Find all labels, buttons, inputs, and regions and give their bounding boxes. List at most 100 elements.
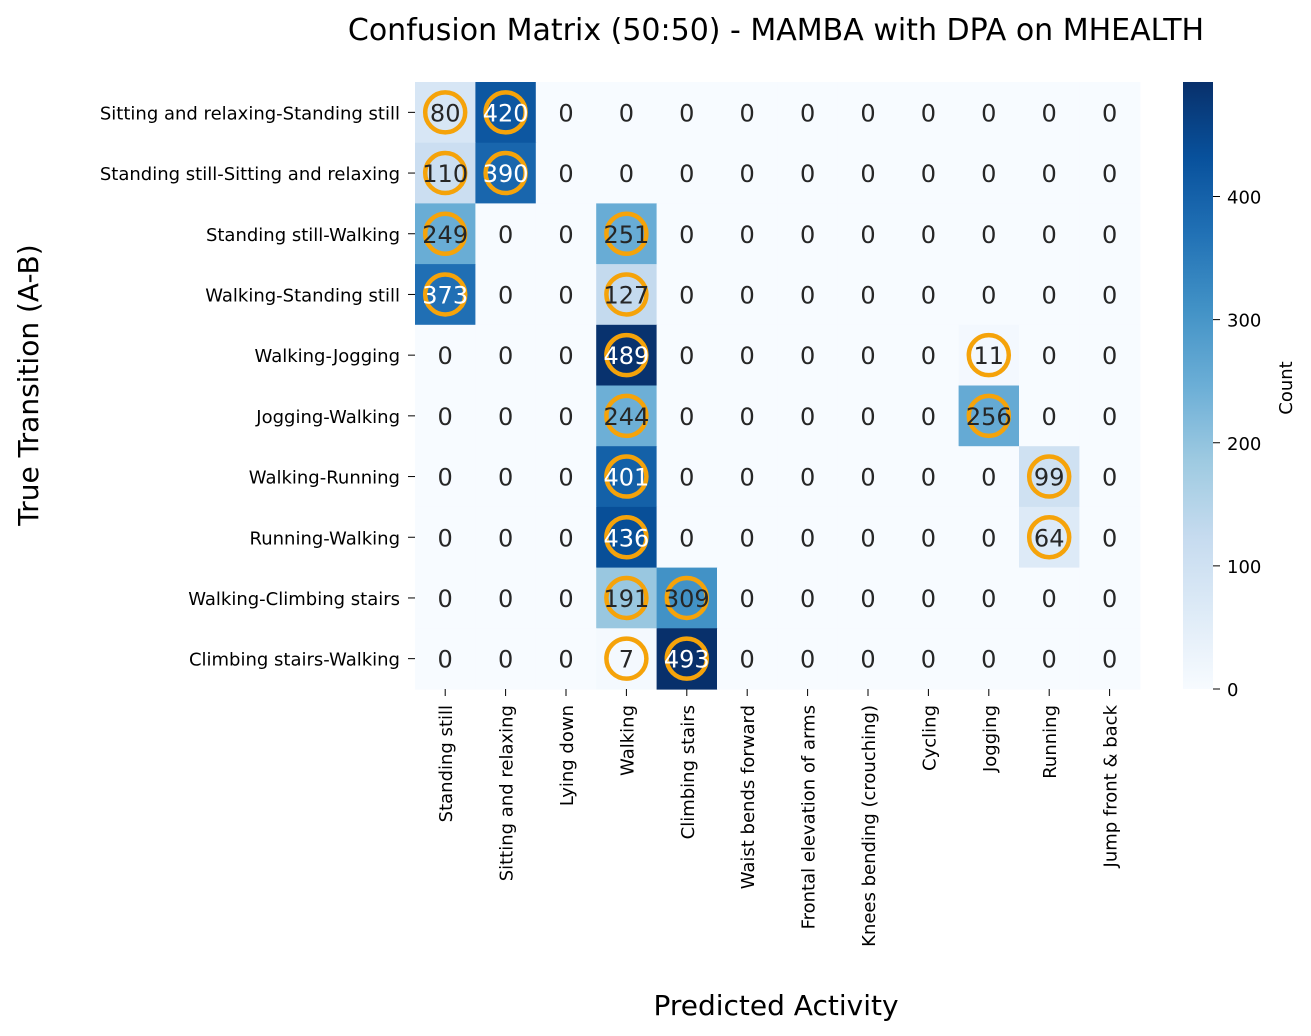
heatmap-cell [1019, 324, 1080, 387]
cell-value: 0 [921, 281, 936, 309]
heatmap-cell [1019, 264, 1080, 326]
heatmap-cell [1079, 506, 1141, 569]
cell-value: 0 [1102, 464, 1117, 492]
cell-value: 0 [1102, 646, 1117, 674]
heatmap-cell [656, 506, 718, 569]
chart-title: Confusion Matrix (50:50) - MAMBA with DP… [348, 13, 1204, 48]
highlight-ring [604, 272, 649, 317]
cell-value: 0 [558, 646, 573, 674]
highlight-ring [604, 454, 649, 499]
heatmap-cell [898, 203, 960, 265]
cell-value: 0 [558, 524, 573, 552]
cell-value: 0 [438, 524, 453, 552]
cell-value: 0 [740, 221, 755, 249]
x-tick-labels: Standing still Sitting and relaxing Lying … [436, 689, 1122, 947]
heatmap-cell [958, 82, 1020, 144]
cell-value: 0 [1042, 99, 1057, 127]
heatmap-cell [898, 506, 960, 569]
heatmap-cell [656, 142, 718, 204]
cell-value: 0 [1102, 160, 1117, 188]
heatmap-cells [415, 82, 1141, 690]
highlight-ring [483, 90, 528, 135]
cell-value: 0 [860, 281, 875, 309]
heatmap-cell [656, 446, 718, 508]
heatmap-cell [777, 142, 839, 204]
highlight-ring [422, 90, 468, 135]
colorbar-tick-label: 100 [1227, 557, 1261, 578]
cell-value: 0 [679, 524, 694, 552]
cell-value: 0 [679, 99, 694, 127]
heatmap-cell [415, 446, 476, 508]
heatmap-cell [777, 203, 839, 265]
cell-value: 0 [1042, 281, 1057, 309]
x-tick-label: Standing still [436, 705, 457, 822]
heatmap-cell [475, 567, 537, 629]
heatmap-cell [837, 446, 899, 508]
heatmap-cell [415, 324, 476, 387]
cell-value: 0 [438, 646, 453, 674]
cell-value: 251 [603, 221, 649, 249]
heatmap-cell [777, 506, 839, 569]
cell-value: 0 [981, 281, 996, 309]
colorbar-tick-label: 400 [1227, 188, 1261, 209]
cell-value: 0 [1042, 585, 1057, 613]
cell-value: 493 [664, 646, 710, 674]
cell-value: 0 [498, 464, 513, 492]
cell-value: 0 [800, 524, 815, 552]
heatmap-cell [837, 628, 899, 690]
cell-value: 0 [740, 585, 755, 613]
heatmap-cell [898, 264, 960, 326]
x-tick-label: Frontal elevation of arms [799, 705, 820, 929]
heatmap-cell [475, 506, 537, 569]
heatmap-cell [656, 82, 718, 144]
colorbar-tick-label: 200 [1227, 434, 1261, 455]
cell-value: 0 [860, 160, 875, 188]
cell-value: 0 [1042, 221, 1057, 249]
cell-value: 0 [740, 646, 755, 674]
x-tick-label: Jogging [980, 705, 1001, 773]
cell-value: 0 [1102, 99, 1117, 127]
heatmap-cell [656, 264, 718, 326]
heatmap-cell [837, 142, 899, 204]
heatmap-cell [475, 264, 537, 326]
cell-value: 0 [498, 342, 513, 370]
heatmap-cell [475, 446, 537, 508]
heatmap-cell [535, 385, 597, 447]
cell-value: 0 [1102, 403, 1117, 431]
heatmap-cell [837, 82, 899, 144]
heatmap-cell [717, 385, 778, 447]
cell-value: 0 [981, 646, 996, 674]
heatmap-cell [777, 567, 839, 629]
cell-value: 489 [603, 342, 649, 370]
highlight-ring [604, 515, 649, 560]
cell-value: 0 [438, 464, 453, 492]
heatmap-cell [415, 506, 476, 569]
cell-value: 0 [740, 464, 755, 492]
cell-value: 0 [679, 221, 694, 249]
cell-value: 0 [921, 160, 936, 188]
cell-value: 0 [860, 524, 875, 552]
cell-value: 0 [679, 403, 694, 431]
cell-value: 0 [981, 524, 996, 552]
highlight-ring [483, 150, 528, 196]
heatmap-cell [898, 385, 960, 447]
heatmap-cell [777, 264, 839, 326]
cell-value: 0 [740, 99, 755, 127]
heatmap-cell [656, 385, 718, 447]
cell-value: 0 [498, 524, 513, 552]
cell-value: 0 [679, 160, 694, 188]
cell-value: 0 [558, 342, 573, 370]
heatmap-cell [898, 142, 960, 204]
cell-value: 0 [740, 342, 755, 370]
cell-value: 0 [679, 464, 694, 492]
heatmap-cell [535, 506, 597, 569]
cell-value: 0 [740, 524, 755, 552]
heatmap-cell [656, 203, 718, 265]
cell-value: 0 [800, 464, 815, 492]
y-tick-label: Walking-Climbing stairs [188, 589, 400, 610]
cell-value: 0 [860, 403, 875, 431]
x-tick-label: Jump front & back [1101, 704, 1122, 868]
heatmap-cell [1019, 142, 1080, 204]
cell-value: 309 [664, 585, 710, 613]
cell-value: 436 [603, 524, 649, 552]
